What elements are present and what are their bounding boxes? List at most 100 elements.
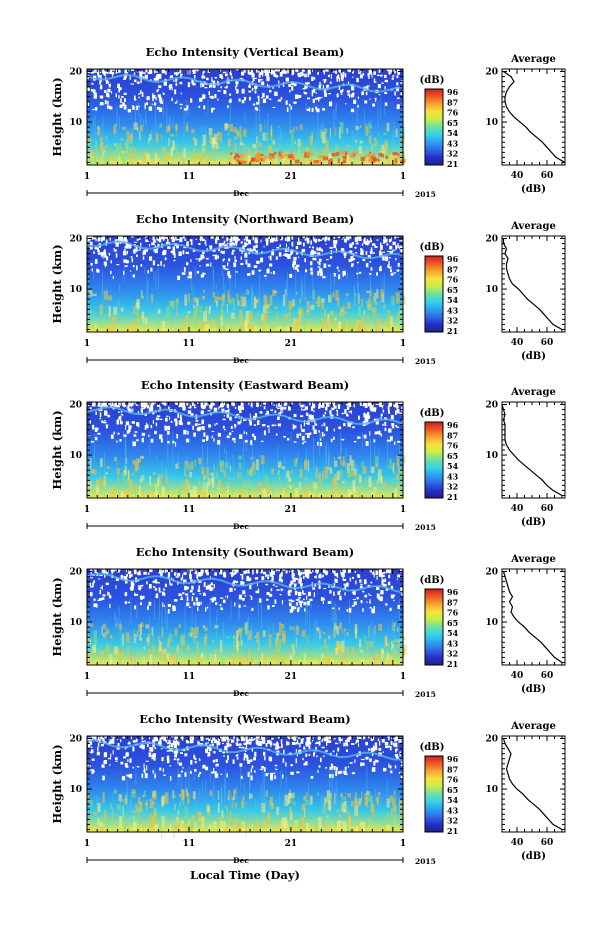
tropopause-band xyxy=(86,406,404,425)
panel-title: Echo Intensity (Eastward Beam) xyxy=(141,378,349,392)
colorbar-unit: (dB) xyxy=(420,242,445,253)
colorbar-tick-label: 96 xyxy=(447,587,459,597)
colorbar-tick-label: 43 xyxy=(447,471,459,481)
heatmap-texture xyxy=(86,402,406,499)
x-tick-label: 11 xyxy=(183,839,196,849)
x-tick-label: 21 xyxy=(285,339,298,349)
colorbar xyxy=(424,755,444,833)
colorbar-tick-label: 87 xyxy=(447,597,458,607)
colorbar-tick-label: 76 xyxy=(447,108,459,118)
colorbar-tick-label: 32 xyxy=(447,149,458,159)
colorbar-unit: (dB) xyxy=(420,75,445,86)
average-title: Average xyxy=(510,387,556,398)
year-label: 2015 xyxy=(415,523,436,532)
colorbar-tick-label: 43 xyxy=(447,138,459,148)
average-x-label: (dB) xyxy=(521,184,546,195)
average-y-tick-label: 10 xyxy=(485,451,498,461)
colorbar-tick-label: 65 xyxy=(447,785,458,795)
x-tick-label: 1 xyxy=(84,672,90,682)
average-x-tick-label: 40 xyxy=(511,171,524,181)
month-label: Dec xyxy=(233,356,249,365)
colorbar-tick-label: 87 xyxy=(447,264,458,274)
average-x-tick-label: 60 xyxy=(541,338,554,348)
year-label: 2015 xyxy=(415,857,436,866)
colorbar-tick-label: 87 xyxy=(447,430,458,440)
heatmap-texture xyxy=(86,236,407,333)
average-y-tick-label: 20 xyxy=(485,401,498,411)
average-y-tick-label: 20 xyxy=(485,735,498,745)
average-x-label: (dB) xyxy=(521,684,546,695)
y-tick-label: 10 xyxy=(69,285,82,295)
colorbar xyxy=(424,255,444,333)
colorbar-tick-label: 54 xyxy=(447,461,459,471)
y-tick-label: 20 xyxy=(69,68,82,78)
month-axis: Dec 2015 xyxy=(86,356,436,366)
heatmap-ticks xyxy=(86,69,404,165)
colorbar-tick-label: 43 xyxy=(447,305,459,315)
x-tick-label: 1 xyxy=(84,172,90,182)
average-profile: Average 10 20 40 60 (dB) xyxy=(485,721,566,862)
y-axis-label: Height (km) xyxy=(50,410,64,489)
colorbar-tick-label: 76 xyxy=(447,275,459,285)
average-y-tick-label: 10 xyxy=(485,618,498,628)
average-frame xyxy=(501,401,566,499)
average-profile-line xyxy=(502,738,563,831)
y-tick-label: 20 xyxy=(69,401,82,411)
x-tick-label: 1 xyxy=(400,172,406,182)
colorbar xyxy=(424,88,444,166)
colorbar-tick-label: 21 xyxy=(447,159,458,169)
average-frame xyxy=(501,735,566,833)
month-label: Dec xyxy=(233,856,249,865)
average-title: Average xyxy=(510,54,556,65)
x-tick-label: 21 xyxy=(285,172,298,182)
colorbar-tick-label: 43 xyxy=(447,638,459,648)
y-tick-label: 20 xyxy=(69,735,82,745)
colorbar-unit: (dB) xyxy=(420,575,445,586)
average-x-tick-label: 40 xyxy=(511,338,524,348)
y-axis-label: Height (km) xyxy=(50,77,64,156)
x-tick-label: 11 xyxy=(183,172,196,182)
y-tick-label: 10 xyxy=(69,451,82,461)
average-x-tick-label: 40 xyxy=(511,504,524,514)
month-axis: Dec 2015 xyxy=(86,189,436,199)
colorbar-tick-label: 32 xyxy=(447,816,458,826)
panel-title: Echo Intensity (Northward Beam) xyxy=(136,212,354,226)
x-tick-label: 11 xyxy=(183,505,196,515)
colorbar-tick-label: 96 xyxy=(447,254,459,264)
colorbar-tick-label: 65 xyxy=(447,285,458,295)
average-frame xyxy=(501,568,566,666)
average-y-tick-label: 10 xyxy=(485,118,498,128)
colorbar-tick-label: 65 xyxy=(447,618,458,628)
tropopause-band xyxy=(86,572,404,594)
month-axis: Dec 2015 xyxy=(86,522,436,532)
colorbar-unit: (dB) xyxy=(420,742,445,753)
x-tick-label: 21 xyxy=(285,505,298,515)
colorbar-tick-label: 54 xyxy=(447,628,459,638)
average-frame xyxy=(501,68,566,166)
heatmap-ticks xyxy=(86,569,404,665)
x-axis-label: Local Time (Day) xyxy=(190,868,300,882)
panel-title: Echo Intensity (Vertical Beam) xyxy=(146,45,345,59)
x-tick-label: 1 xyxy=(400,339,406,349)
month-label: Dec xyxy=(233,189,249,198)
colorbar-tick-label: 65 xyxy=(447,118,458,128)
x-tick-label: 1 xyxy=(84,505,90,515)
average-y-tick-label: 20 xyxy=(485,68,498,78)
average-title: Average xyxy=(510,554,556,565)
heatmap-ticks xyxy=(86,402,404,498)
y-axis-label: Height (km) xyxy=(50,577,64,656)
average-x-tick-label: 60 xyxy=(541,671,554,681)
y-axis-label: Height (km) xyxy=(50,244,64,323)
tropopause-band xyxy=(86,240,404,260)
month-label: Dec xyxy=(233,522,249,531)
heatmap-ticks xyxy=(86,236,404,332)
panel-title: Echo Intensity (Westward Beam) xyxy=(139,712,350,726)
colorbar-tick-label: 96 xyxy=(447,754,459,764)
average-y-tick-label: 10 xyxy=(485,785,498,795)
colorbar-tick-label: 32 xyxy=(447,482,458,492)
heatmap-texture xyxy=(86,736,406,839)
average-x-label: (dB) xyxy=(521,351,546,362)
